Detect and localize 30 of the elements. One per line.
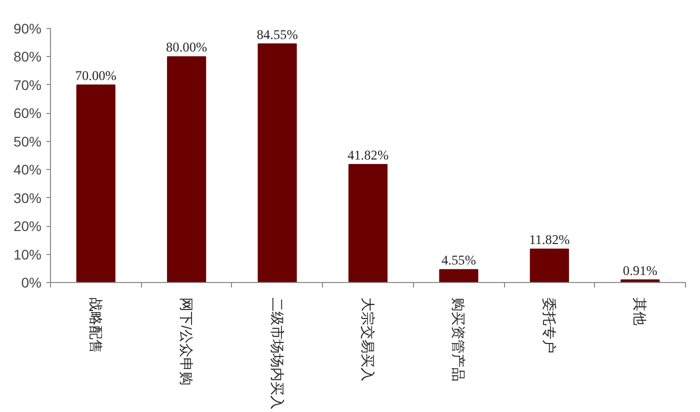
data-label: 41.82% [347, 147, 389, 162]
x-tick-label: 大宗交易买入 [360, 298, 376, 382]
y-tick-label: 80% [13, 48, 42, 65]
y-tick-label: 0% [21, 274, 42, 290]
x-tick-label: 委托专户 [541, 298, 558, 354]
y-tick-label: 20% [13, 218, 42, 234]
data-label: 4.55% [442, 252, 476, 268]
bar [167, 56, 206, 282]
x-tick-label: 网下/公众申购 [178, 298, 195, 386]
y-tick-label: 10% [13, 246, 42, 262]
x-tick-label: 战略配售 [88, 298, 104, 354]
data-label: 11.82% [529, 232, 570, 248]
bar [530, 248, 569, 282]
bar [258, 43, 297, 282]
bar [439, 269, 478, 282]
y-tick-label: 40% [13, 162, 42, 178]
data-label: 80.00% [166, 40, 208, 55]
data-label: 84.55% [256, 26, 298, 42]
y-tick-label: 70% [13, 76, 42, 93]
x-tick-label: 二级市场场内买入 [269, 298, 286, 410]
bar [348, 164, 388, 282]
data-label: 70.00% [75, 68, 116, 83]
data-label: 0.91% [622, 262, 658, 278]
bar [76, 84, 116, 282]
y-tick-label: 30% [13, 190, 42, 206]
x-tick-label: 购买资管产品 [450, 298, 467, 382]
y-tick-label: 90% [13, 20, 42, 36]
y-tick-label: 60% [13, 105, 42, 122]
x-tick-label: 其他 [632, 298, 648, 326]
y-tick-label: 50% [13, 133, 42, 150]
